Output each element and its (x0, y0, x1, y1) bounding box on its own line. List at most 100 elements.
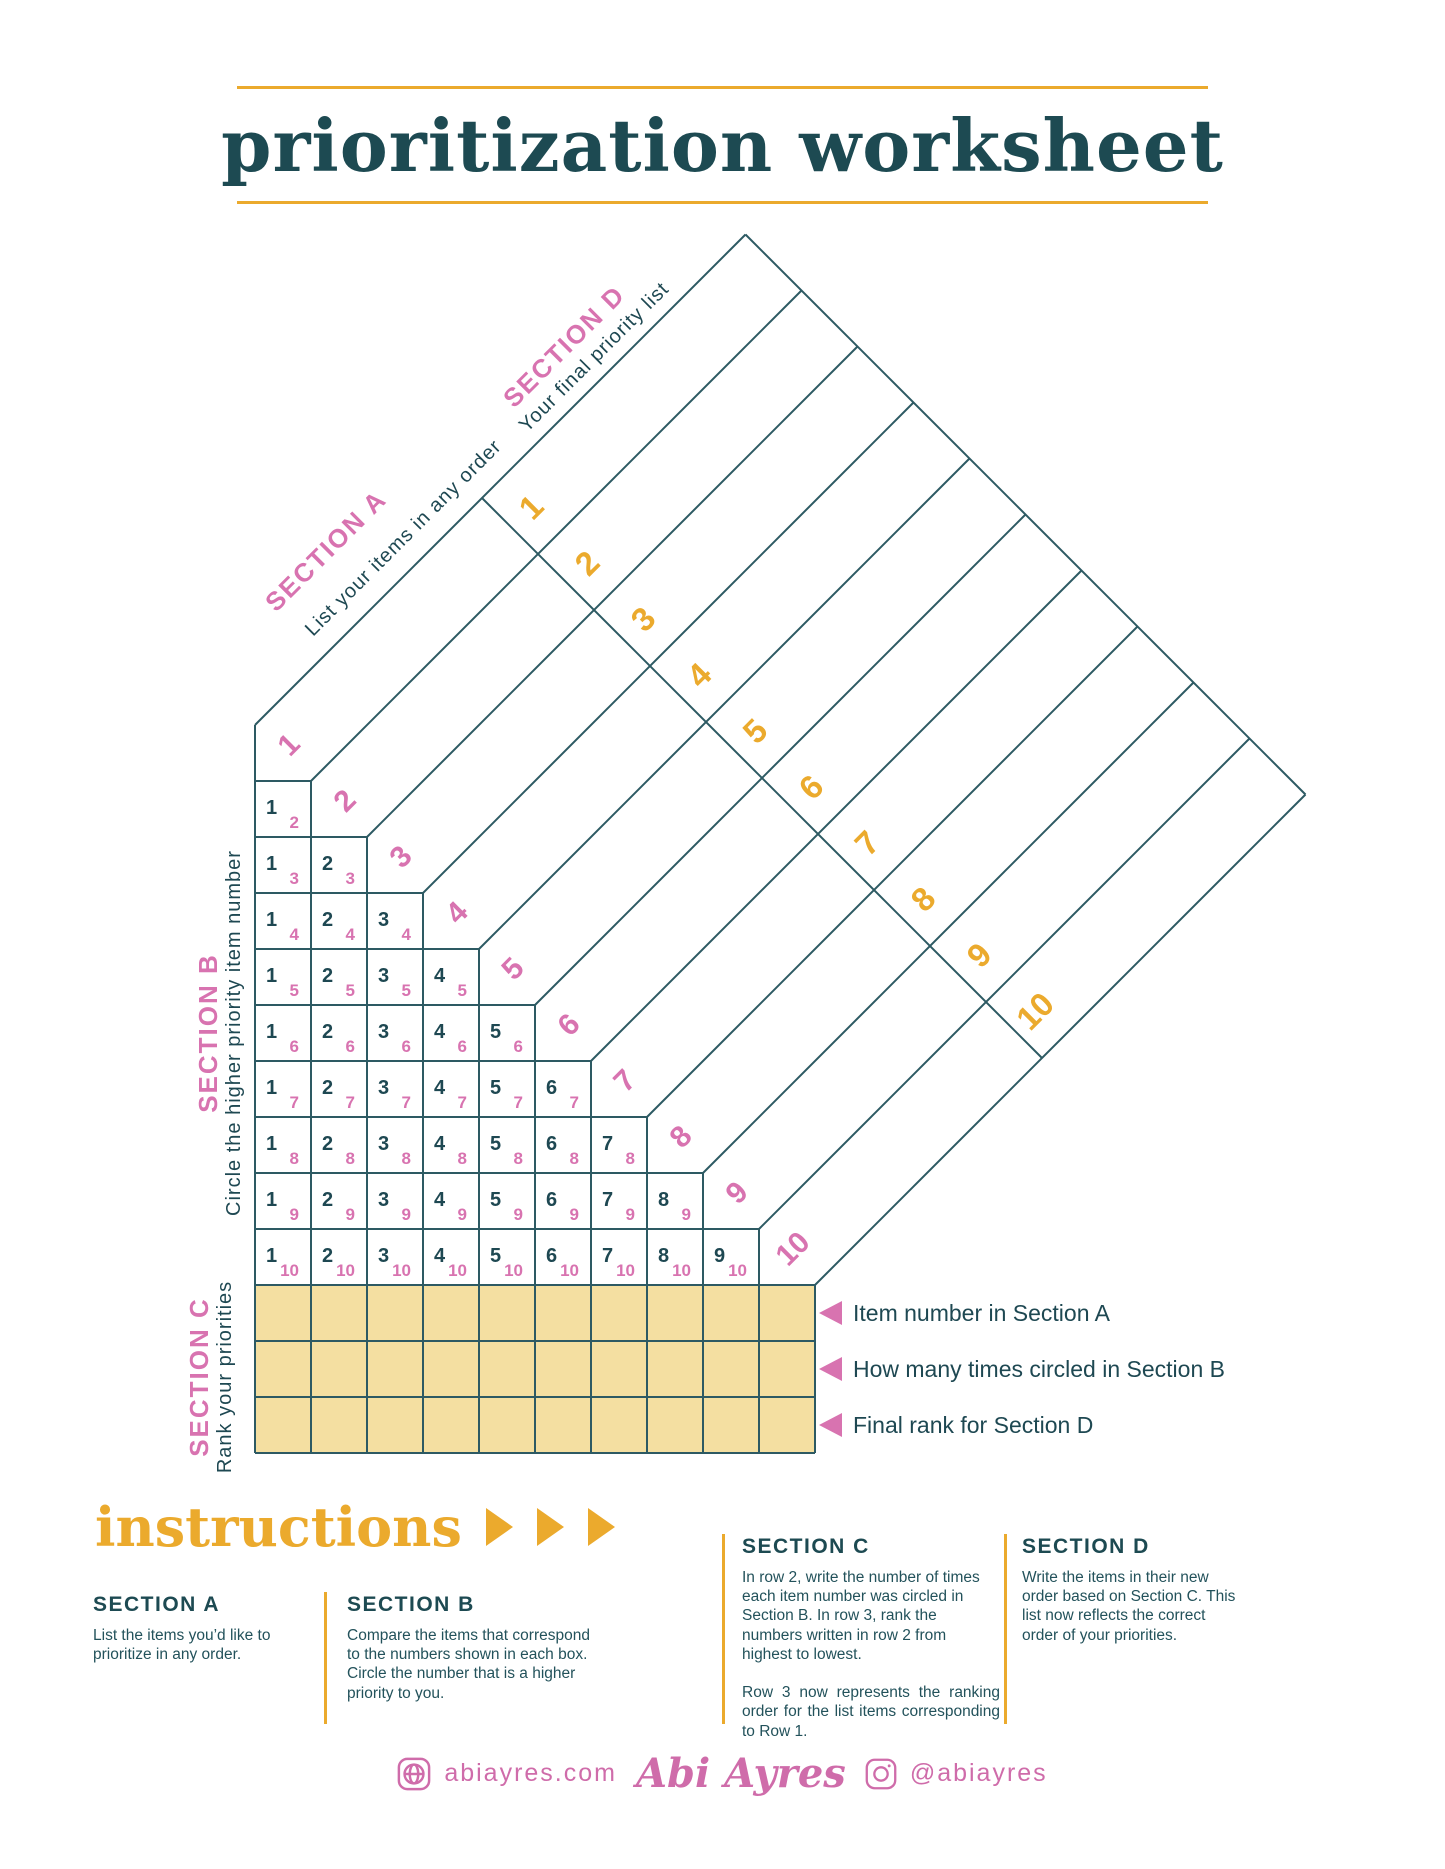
cell-row-number: 10 (336, 1261, 355, 1280)
cell-item-number: 8 (658, 1189, 669, 1211)
section-d-number: 10 (1009, 985, 1061, 1037)
section-d-number: 6 (791, 767, 830, 806)
instructions-column-b-text: Compare the items that correspond to the… (347, 1627, 590, 1702)
cell-item-number: 3 (378, 1189, 389, 1211)
section-a-number: 6 (551, 1007, 586, 1042)
strip-line (422, 401, 915, 894)
cell-item-number: 2 (322, 1021, 333, 1043)
cell-row-number: 8 (570, 1149, 579, 1168)
cell-item-number: 5 (490, 1133, 501, 1155)
cell-item-number: 2 (322, 965, 333, 987)
section-d-number: 4 (679, 655, 719, 695)
cell-item-number: 4 (434, 1189, 446, 1211)
cell-row-number: 9 (402, 1205, 411, 1224)
section-a-number: 1 (271, 727, 306, 762)
strip-line (758, 737, 1251, 1230)
cell-row-number: 7 (458, 1093, 467, 1112)
divider (1004, 1534, 1007, 1724)
cell-item-number: 1 (266, 1077, 277, 1099)
cell-item-number: 5 (490, 1077, 501, 1099)
legend-label: Final rank for Section D (853, 1412, 1093, 1438)
cell-item-number: 2 (322, 1245, 333, 1267)
section-a-number: 4 (439, 895, 474, 930)
cell-row-number: 9 (626, 1205, 635, 1224)
cell-row-number: 10 (392, 1261, 411, 1280)
section-a-number: 7 (607, 1063, 642, 1098)
cell-row-number: 7 (514, 1093, 523, 1112)
cell-item-number: 3 (378, 1133, 389, 1155)
cell-item-number: 2 (322, 853, 333, 875)
cell-row-number: 3 (346, 869, 355, 888)
strip-line (646, 625, 1139, 1118)
arrow-right-icon (587, 1508, 615, 1546)
cell-row-number: 7 (402, 1093, 411, 1112)
footer-website: abiayres.com (444, 1759, 617, 1787)
cell-item-number: 6 (546, 1133, 557, 1155)
cell-item-number: 4 (434, 1245, 446, 1267)
cell-row-number: 10 (280, 1261, 299, 1280)
cell-item-number: 1 (266, 909, 277, 931)
cell-row-number: 8 (626, 1149, 635, 1168)
section-d-number: 9 (959, 935, 998, 974)
cell-row-number: 10 (504, 1261, 523, 1280)
instructions-column-b-heading: SECTION B (347, 1593, 475, 1616)
cell-item-number: 1 (266, 1133, 277, 1155)
instructions-column-c: SECTION C In row 2, write the number of … (742, 1535, 1000, 1741)
cell-row-number: 6 (514, 1037, 523, 1056)
cell-row-number: 4 (346, 925, 356, 944)
cell-item-number: 7 (602, 1189, 613, 1211)
arrow-right-icon (536, 1508, 564, 1546)
cell-item-number: 8 (658, 1245, 669, 1267)
cell-row-number: 3 (290, 869, 299, 888)
arrow-right-icon (485, 1508, 513, 1546)
cell-item-number: 3 (378, 1077, 389, 1099)
cell-row-number: 7 (346, 1093, 355, 1112)
strip-line (366, 345, 859, 838)
cell-item-number: 6 (546, 1189, 557, 1211)
section-d-number: 8 (903, 879, 942, 918)
cell-item-number: 3 (378, 1021, 389, 1043)
page-title: prioritization worksheet (221, 102, 1224, 188)
strip-line (814, 793, 1307, 1286)
cell-row-number: 6 (346, 1037, 355, 1056)
instructions-column-a-heading: SECTION A (93, 1593, 221, 1616)
cell-item-number: 2 (322, 1189, 333, 1211)
instructions-title: instructions (95, 1495, 462, 1559)
cell-row-number: 6 (290, 1037, 299, 1056)
cell-row-number: 6 (458, 1037, 467, 1056)
strip-line (534, 513, 1027, 1006)
cell-item-number: 2 (322, 1077, 333, 1099)
strip-line (702, 681, 1195, 1174)
cell-row-number: 9 (458, 1205, 467, 1224)
instructions-column-d-text: Write the items in their new order based… (1022, 1569, 1236, 1644)
cell-row-number: 5 (458, 981, 467, 1000)
section-a-number: 5 (495, 951, 530, 986)
instructions-column-c-text: In row 2, write the number of times each… (742, 1569, 980, 1663)
strip-line (254, 233, 747, 726)
cell-item-number: 6 (546, 1077, 557, 1099)
cell-row-number: 5 (402, 981, 411, 1000)
legend-label: How many times circled in Section B (853, 1356, 1225, 1382)
strip-line (478, 457, 971, 950)
divider (324, 1592, 327, 1724)
cell-item-number: 7 (602, 1245, 613, 1267)
cell-row-number: 5 (290, 981, 299, 1000)
cell-item-number: 4 (434, 1077, 446, 1099)
instructions-column-a-text: List the items you’d like to prioritize … (93, 1627, 271, 1664)
section-c-label: SECTION C (184, 1297, 214, 1457)
cell-item-number: 7 (602, 1133, 613, 1155)
instructions-column-c-heading: SECTION C (742, 1535, 870, 1558)
divider (722, 1534, 725, 1724)
cell-item-number: 2 (322, 1133, 333, 1155)
cell-row-number: 8 (290, 1149, 299, 1168)
instructions-column-d: SECTION D Write the items in their new o… (1022, 1535, 1237, 1645)
cell-item-number: 1 (266, 1189, 277, 1211)
cell-row-number: 5 (346, 981, 355, 1000)
cell-item-number: 4 (434, 965, 446, 987)
section-a-number: 8 (663, 1119, 698, 1154)
cell-row-number: 8 (402, 1149, 411, 1168)
website-globe-icon (397, 1757, 431, 1791)
section-a-label: SECTION A (259, 484, 392, 617)
section-d-number: 7 (847, 823, 886, 862)
